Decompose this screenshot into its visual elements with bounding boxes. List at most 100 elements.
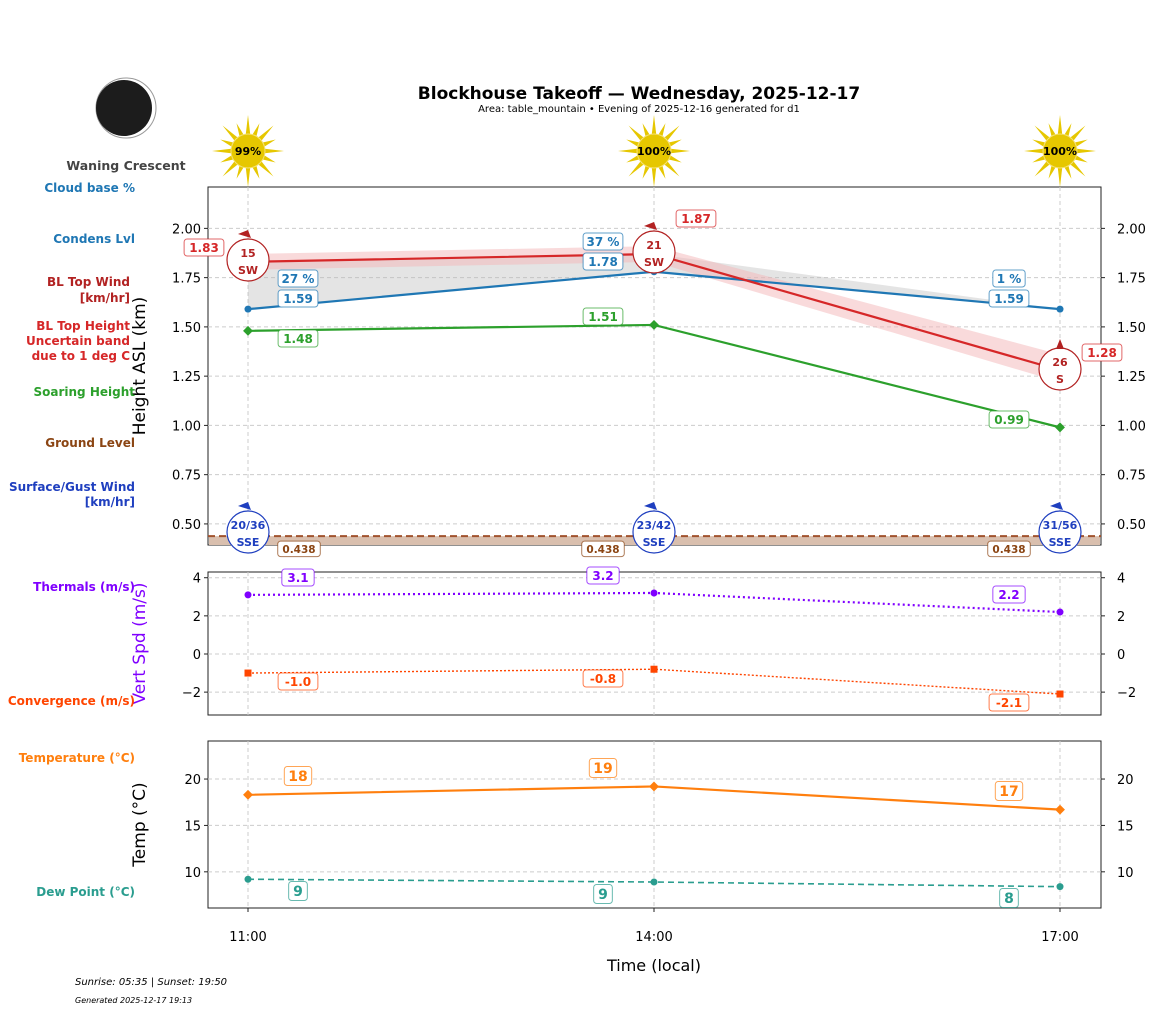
y-tick-label-left: 4: [193, 572, 201, 587]
condens-point: [1056, 305, 1064, 313]
y-tick-label-right: 1.75: [1117, 272, 1146, 287]
condens-label-box: [277, 289, 319, 308]
surface-wind-barb-direction: SSE: [643, 536, 666, 549]
sun-ray: [258, 161, 274, 177]
moon-phase-label: Waning Crescent: [66, 158, 185, 173]
ground-label: 0.438: [992, 544, 1025, 556]
dewpoint-point: [244, 875, 252, 883]
bl-top-label-box: [1081, 343, 1123, 362]
sun-percent-label: 99%: [235, 145, 261, 158]
surface-wind-barb-circle: [226, 510, 270, 554]
sun-ray: [262, 155, 276, 163]
condens-label-box: [988, 289, 1030, 308]
sun-ray: [651, 115, 657, 135]
sun-ray: [626, 155, 640, 163]
surface-wind-barb-direction: SSE: [237, 536, 260, 549]
surface-wind-barb-speed: 20/36: [231, 519, 266, 532]
bl-top-label: 1.87: [681, 212, 711, 226]
y-tick-label-left: 1.00: [172, 419, 201, 434]
y-axis-label: Vert Spd (m/s): [130, 582, 150, 704]
soaring-label: 1.51: [588, 310, 618, 324]
soaring-label: 0.99: [994, 413, 1024, 427]
surface-wind-barb-circle: [632, 510, 676, 554]
legend-label-conv: Convergence (m/s): [8, 694, 135, 708]
legend-label-temp: Temperature (°C): [19, 751, 135, 765]
condens-label: 1.59: [994, 292, 1024, 306]
chart-subtitle: Area: table_mountain • Evening of 2025-1…: [478, 104, 800, 115]
sun-ray: [1074, 155, 1088, 163]
bl-top-wind-barb-speed: 21: [646, 239, 661, 252]
sun-icon: [1024, 115, 1096, 187]
y-tick-label-left: 10: [184, 866, 201, 881]
sun-ray: [618, 148, 638, 154]
temperature-label: 18: [288, 769, 307, 785]
y-tick-label-left: 0.75: [172, 469, 201, 484]
cloud-percent-label: 37 %: [587, 235, 620, 249]
legend-label-dew: Dew Point (°C): [36, 885, 135, 899]
y-tick-label-right: 2.00: [1117, 222, 1146, 237]
sun-ray: [258, 125, 274, 141]
y-tick-label-right: −2: [1117, 686, 1136, 701]
dewpoint-point: [650, 878, 658, 886]
sun-ray: [1064, 165, 1072, 179]
sun-ray: [1032, 139, 1046, 147]
ground-label-box: [277, 540, 321, 558]
convergence-point: [1056, 690, 1064, 698]
sun-ray: [1064, 123, 1072, 137]
bl-top-wind-barb-arrow-icon: [1056, 339, 1064, 349]
sun-icon: [618, 115, 690, 187]
y-tick-label-right: 2: [1117, 610, 1125, 625]
sun-ray: [664, 125, 680, 141]
bl-top-wind-barb-speed: 26: [1052, 356, 1068, 369]
thermals-label-box: [586, 566, 620, 585]
sun-ray: [262, 139, 276, 147]
sun-ray: [1070, 161, 1086, 177]
legend-label-blh3: due to 1 deg C: [32, 349, 131, 363]
sun-ray: [220, 155, 234, 163]
sun-ray: [628, 161, 644, 177]
surface-wind-barb-arrow-icon: [1050, 502, 1063, 510]
soaring-point: [1055, 422, 1065, 433]
thermals-point: [650, 589, 658, 597]
y-tick-label-right: 0.50: [1117, 518, 1146, 533]
x-tick-label: 17:00: [1041, 930, 1078, 945]
bl-top-wind-barb-speed: 15: [240, 247, 255, 260]
y-tick-label-right: 1.25: [1117, 370, 1146, 385]
convergence-label-box: [277, 672, 319, 691]
convergence-label-box: [988, 693, 1030, 712]
legend-label-blh2: Uncertain band: [26, 334, 130, 348]
sun-ray: [1032, 155, 1046, 163]
cloud-percent-label-box: [582, 232, 624, 251]
thermals-point: [244, 591, 252, 599]
dewpoint-label-box: [288, 881, 308, 901]
bl-top-label: 1.83: [189, 241, 219, 255]
sun-ray: [1070, 125, 1086, 141]
y-tick-label-right: 15: [1117, 819, 1134, 834]
legend-label-blwind1: BL Top Wind: [47, 275, 130, 289]
x-tick-label: 14:00: [635, 930, 672, 945]
moon-waning-crescent-icon: [96, 80, 152, 136]
soaring-label: 1.48: [283, 332, 313, 346]
x-axis-label: Time (local): [606, 956, 701, 975]
sun-ray: [668, 139, 682, 147]
sun-ray: [236, 165, 244, 179]
bl-top-wind-barb-arrow-icon: [644, 222, 657, 230]
dewpoint-label: 9: [293, 884, 303, 900]
sun-ray: [252, 123, 260, 137]
convergence-line: [247, 668, 1061, 695]
soaring-label-box: [988, 410, 1030, 429]
sun-ray: [628, 125, 644, 141]
sun-ray: [668, 155, 682, 163]
y-tick-label-right: 1.50: [1117, 321, 1146, 336]
legend-label-condens: Condens Lvl: [53, 232, 135, 246]
condens-label-box: [582, 252, 624, 271]
temperature-point: [649, 781, 659, 792]
sun-ray: [1057, 115, 1063, 135]
bl-top-wind-barb-direction: SW: [644, 256, 664, 269]
y-tick-label-right: 10: [1117, 866, 1134, 881]
legend-label-cloud: Cloud base %: [44, 181, 135, 195]
sun-ray: [220, 139, 234, 147]
y-tick-label-left: 1.25: [172, 370, 201, 385]
convergence-label: -2.1: [996, 696, 1022, 710]
